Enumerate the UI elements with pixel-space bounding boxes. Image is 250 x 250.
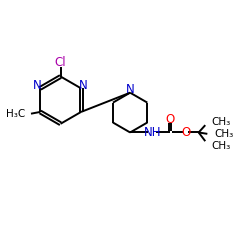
Text: N: N (126, 83, 134, 96)
Text: O: O (166, 113, 175, 126)
Text: H₃C: H₃C (6, 110, 25, 120)
Text: CH₃: CH₃ (211, 116, 230, 126)
Text: CH₃: CH₃ (214, 130, 233, 140)
Text: O: O (181, 126, 190, 139)
Text: NH: NH (144, 126, 161, 139)
Text: N: N (79, 79, 88, 92)
Text: CH₃: CH₃ (211, 141, 230, 151)
Text: Cl: Cl (55, 56, 66, 69)
Text: N: N (33, 79, 42, 92)
